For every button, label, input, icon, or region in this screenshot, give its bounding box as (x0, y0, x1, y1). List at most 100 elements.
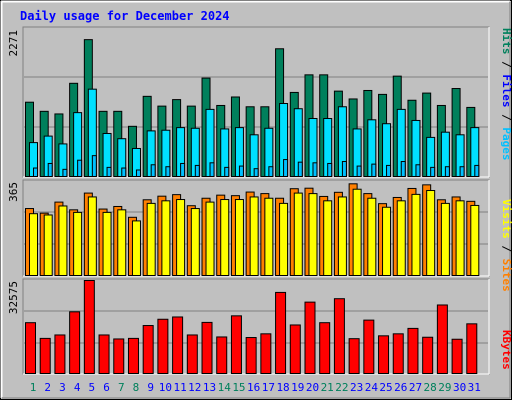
kbytes-bar (54, 334, 66, 374)
day-label: 25 (379, 381, 392, 394)
kbytes-bar (319, 322, 331, 374)
kbytes-bar (378, 335, 390, 375)
day-label: 16 (247, 381, 260, 394)
day-label: 26 (394, 381, 407, 394)
pages-bar (209, 162, 215, 177)
kbytes-bar (98, 334, 110, 374)
visits-bar (249, 196, 259, 276)
kbytes-bar (39, 337, 51, 375)
pages-bar (238, 165, 244, 178)
kbytes-bar (245, 337, 257, 374)
pages-bar (283, 159, 289, 177)
kbytes-bar (69, 311, 81, 374)
pages-bar (33, 167, 38, 177)
y-max-label-kbytes: 32575 (7, 281, 20, 314)
kbytes-bar (407, 327, 419, 374)
visits-bar (455, 200, 465, 276)
visits-bar (220, 199, 230, 277)
pages-bar (459, 166, 465, 177)
visits-bar (58, 205, 68, 277)
pages-bar (444, 166, 450, 177)
pages-bar (341, 161, 347, 177)
pages-bar (356, 165, 362, 178)
day-label: 30 (453, 381, 466, 394)
kbytes-bar (348, 338, 360, 375)
kbytes-bar (451, 338, 463, 374)
visits-bar (205, 201, 215, 276)
pages-bar (253, 168, 259, 178)
side-label-hits: Hits (500, 28, 512, 55)
x-axis-day-labels: 1 2 3 4 5 6 7 8 9 10 11 12 13 14 15 16 17 18 19 20 21 22 23 24 2… (30, 381, 481, 394)
pages-bar (47, 162, 53, 178)
kbytes-bar (25, 322, 36, 374)
kbytes-bar (113, 338, 125, 375)
visits-bar (337, 196, 347, 276)
day-label: 31 (468, 381, 481, 394)
pages-bar (224, 166, 230, 178)
side-label-sites: Sites (500, 259, 512, 292)
pages-bar (415, 164, 421, 178)
pages-bar (371, 163, 377, 177)
visits-bar (293, 192, 303, 276)
visits-bar (367, 197, 377, 277)
day-label: 1 (30, 381, 37, 394)
visits-bar (279, 202, 289, 276)
side-label-visits: Visits (500, 199, 512, 239)
kbytes-bar (230, 315, 242, 375)
side-label-kbytes: KBytes (500, 330, 512, 370)
pages-bar (121, 167, 127, 177)
day-label: 11 (173, 381, 186, 394)
y-max-label-sites: 365 (7, 182, 20, 202)
visits-bar (234, 199, 244, 277)
day-label: 20 (306, 381, 319, 394)
pages-bar (268, 166, 274, 177)
pages-bar (312, 162, 318, 177)
pages-bar (62, 168, 68, 177)
visits-bar (87, 196, 97, 276)
pages-bar (194, 164, 200, 177)
y-max-label-hits: 2271 (7, 30, 20, 57)
day-label: 13 (203, 381, 216, 394)
kbytes-bar (333, 298, 345, 375)
kbytes-bar (392, 333, 404, 374)
visits-bar (352, 188, 362, 276)
pages-bar (386, 164, 392, 177)
pages-bar (400, 161, 406, 177)
day-label: 12 (188, 381, 201, 394)
day-label: 4 (74, 381, 81, 394)
chart-title: Daily usage for December 2024 (20, 9, 230, 23)
day-label: 3 (59, 381, 66, 394)
pages-bar (150, 164, 156, 178)
visits-bar (29, 213, 38, 277)
kbytes-bar (289, 324, 301, 375)
visits-bar (382, 206, 392, 276)
visits-bar (308, 193, 318, 276)
visits-bar (146, 202, 156, 276)
visits-bar (73, 211, 83, 277)
day-label: 8 (133, 381, 140, 394)
visits-bar (117, 209, 127, 276)
visits-bar (323, 200, 333, 276)
visits-bar (176, 199, 186, 277)
day-label: 23 (350, 381, 363, 394)
day-label: 15 (232, 381, 245, 394)
kbytes-bar (422, 336, 434, 374)
bars-layer (25, 39, 480, 375)
visits-bar (470, 204, 480, 276)
kbytes-bar (304, 301, 316, 375)
visits-bar (102, 211, 112, 277)
kbytes-bar (142, 325, 154, 374)
side-label-top: Hits / Files / Pages (500, 28, 512, 161)
visits-bar (161, 200, 171, 276)
kbytes-bar (157, 318, 169, 375)
kbytes-bar (363, 319, 375, 374)
visits-bar (264, 197, 274, 277)
pages-bar (165, 166, 171, 177)
pages-bar (297, 161, 303, 178)
visits-bar (440, 202, 450, 276)
pages-bar (327, 162, 333, 178)
pages-bar (91, 155, 97, 178)
kbytes-bar (201, 321, 213, 374)
day-label: 9 (147, 381, 154, 394)
